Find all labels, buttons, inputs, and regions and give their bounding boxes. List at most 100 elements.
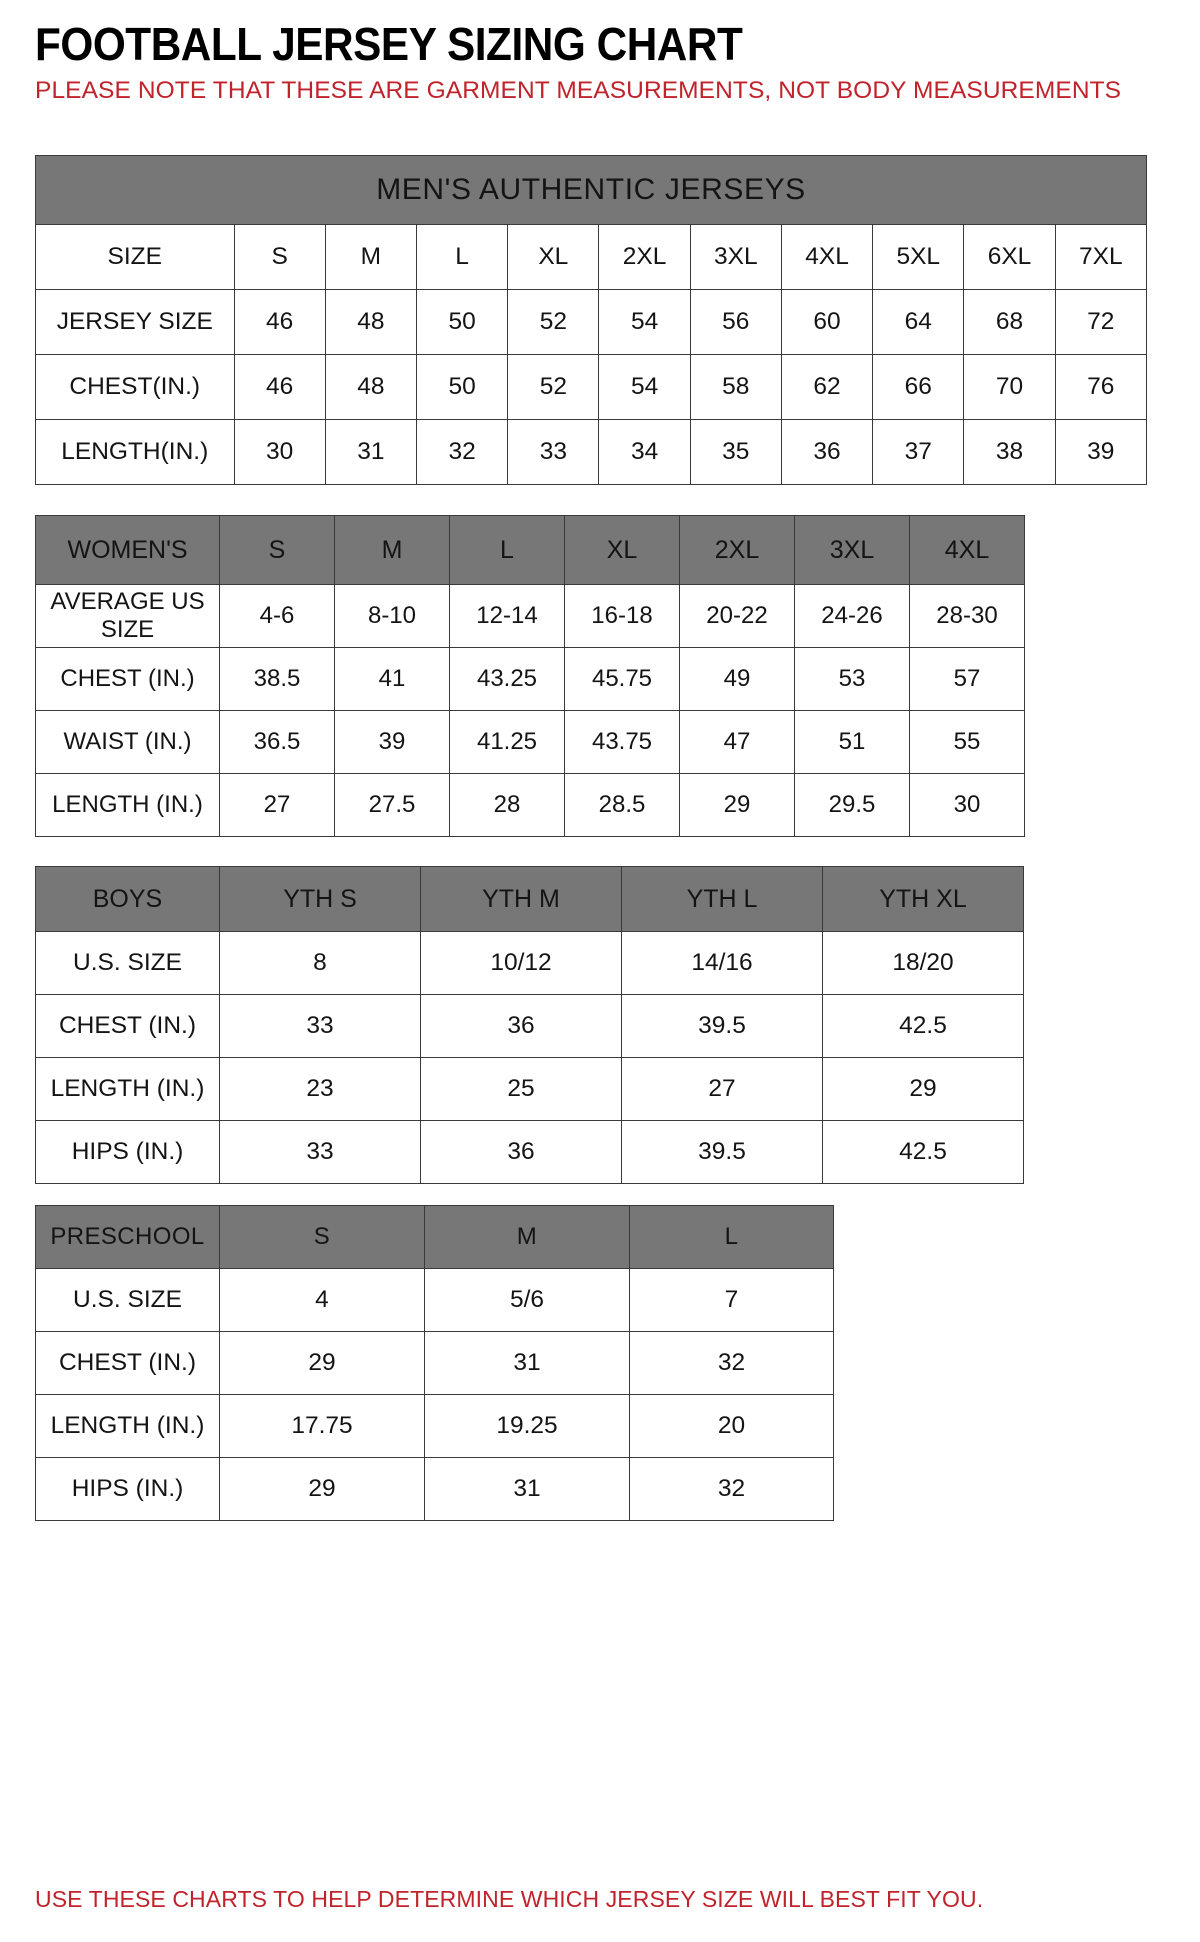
cell: 5/6: [424, 1268, 630, 1332]
cell: 37: [872, 419, 965, 485]
table-row: LENGTH (IN.) 17.75 19.25 20: [35, 1394, 834, 1458]
mens-col-5xl: 5XL: [872, 224, 965, 290]
cell: 32: [415, 419, 509, 485]
cell: 32: [629, 1331, 834, 1395]
cell: 36.5: [219, 710, 335, 774]
preschool-col-l: L: [629, 1205, 834, 1269]
preschool-col-m: M: [424, 1205, 630, 1269]
table-row: LENGTH (IN.) 23 25 27 29: [35, 1057, 1024, 1121]
cell: 31: [424, 1331, 630, 1395]
cell: 39: [1054, 419, 1148, 485]
cell: 52: [507, 354, 600, 420]
cell: 62: [780, 354, 874, 420]
mens-col-7xl: 7XL: [1054, 224, 1148, 290]
cell: 43.75: [564, 710, 680, 774]
cell: 45.75: [564, 647, 680, 711]
cell: 30: [233, 419, 326, 485]
cell: 42.5: [822, 1120, 1024, 1184]
cell: 33: [219, 994, 421, 1058]
cell: 38.5: [219, 647, 335, 711]
cell: 46: [233, 289, 326, 355]
boys-col-yth-m: YTH M: [420, 866, 622, 932]
cell: 20-22: [679, 584, 795, 648]
cell: 51: [794, 710, 910, 774]
row-label: LENGTH(IN.): [35, 419, 235, 485]
row-label: HIPS (IN.): [35, 1457, 220, 1521]
mens-column-header-row: SIZE S M L XL 2XL 3XL 4XL 5XL 6XL 7XL: [35, 224, 1148, 290]
cell: 38: [963, 419, 1056, 485]
cell: 29: [822, 1057, 1024, 1121]
cell: 29: [679, 773, 795, 837]
table-row: CHEST (IN.) 38.5 41 43.25 45.75 49 53 57: [35, 647, 1025, 711]
cell: 64: [872, 289, 965, 355]
cell: 8-10: [334, 584, 450, 648]
row-label: CHEST (IN.): [35, 647, 220, 711]
preschool-col-s: S: [219, 1205, 425, 1269]
cell: 14/16: [621, 931, 823, 995]
mens-col-3xl: 3XL: [689, 224, 782, 290]
cell: 25: [420, 1057, 622, 1121]
table-row: LENGTH(IN.) 30 31 32 33 34 35 36 37 38 3…: [35, 419, 1148, 485]
cell: 36: [420, 994, 622, 1058]
preschool-header-label: PRESCHOOL: [35, 1205, 220, 1269]
cell: 28-30: [909, 584, 1025, 648]
row-label: CHEST (IN.): [35, 994, 220, 1058]
table-row: CHEST(IN.) 46 48 50 52 54 58 62 66 70 76: [35, 354, 1148, 420]
mens-col-m: M: [324, 224, 417, 290]
page-title: FOOTBALL JERSEY SIZING CHART: [35, 18, 743, 70]
cell: 50: [415, 354, 509, 420]
cell: 17.75: [219, 1394, 425, 1458]
cell: 53: [794, 647, 910, 711]
cell: 18/20: [822, 931, 1024, 995]
cell: 23: [219, 1057, 421, 1121]
cell: 10/12: [420, 931, 622, 995]
cell: 27: [219, 773, 335, 837]
cell: 39: [334, 710, 450, 774]
cell: 58: [689, 354, 782, 420]
cell: 57: [909, 647, 1025, 711]
row-label: LENGTH (IN.): [35, 1394, 220, 1458]
row-label: JERSEY SIZE: [35, 289, 235, 355]
womens-col-2xl: 2XL: [679, 515, 795, 585]
mens-band-title-row: MEN'S AUTHENTIC JERSEYS: [35, 155, 1147, 225]
table-row: LENGTH (IN.) 27 27.5 28 28.5 29 29.5 30: [35, 773, 1025, 837]
table-row: U.S. SIZE 8 10/12 14/16 18/20: [35, 931, 1024, 995]
cell: 24-26: [794, 584, 910, 648]
cell: 32: [629, 1457, 834, 1521]
row-label: LENGTH (IN.): [35, 773, 220, 837]
cell: 27.5: [334, 773, 450, 837]
womens-col-4xl: 4XL: [909, 515, 1025, 585]
table-row: JERSEY SIZE 46 48 50 52 54 56 60 64 68 7…: [35, 289, 1148, 355]
mens-band-title: MEN'S AUTHENTIC JERSEYS: [35, 155, 1147, 225]
row-label: U.S. SIZE: [35, 931, 220, 995]
cell: 4-6: [219, 584, 335, 648]
cell: 29: [219, 1331, 425, 1395]
cell: 41.25: [449, 710, 565, 774]
boys-header-label: BOYS: [35, 866, 220, 932]
mens-col-6xl: 6XL: [963, 224, 1056, 290]
cell: 42.5: [822, 994, 1024, 1058]
cell: 70: [963, 354, 1056, 420]
row-label: CHEST (IN.): [35, 1331, 220, 1395]
cell: 35: [689, 419, 782, 485]
table-row: WAIST (IN.) 36.5 39 41.25 43.75 47 51 55: [35, 710, 1025, 774]
cell: 29.5: [794, 773, 910, 837]
cell: 68: [963, 289, 1056, 355]
page-header: FOOTBALL JERSEY SIZING CHART PLEASE NOTE…: [0, 0, 1200, 106]
cell: 33: [219, 1120, 421, 1184]
row-label: WAIST (IN.): [35, 710, 220, 774]
cell: 43.25: [449, 647, 565, 711]
mens-col-s: S: [233, 224, 326, 290]
cell: 55: [909, 710, 1025, 774]
cell: 31: [424, 1457, 630, 1521]
preschool-sizing-table: PRESCHOOL S M L U.S. SIZE 4 5/6 7 CHEST …: [35, 1205, 834, 1521]
boys-col-yth-xl: YTH XL: [822, 866, 1024, 932]
cell: 34: [598, 419, 691, 485]
cell: 41: [334, 647, 450, 711]
cell: 28.5: [564, 773, 680, 837]
cell: 30: [909, 773, 1025, 837]
row-label: AVERAGE US SIZE: [35, 584, 220, 648]
womens-sizing-table: WOMEN'S S M L XL 2XL 3XL 4XL AVERAGE US …: [35, 515, 1025, 837]
mens-col-2xl: 2XL: [598, 224, 691, 290]
